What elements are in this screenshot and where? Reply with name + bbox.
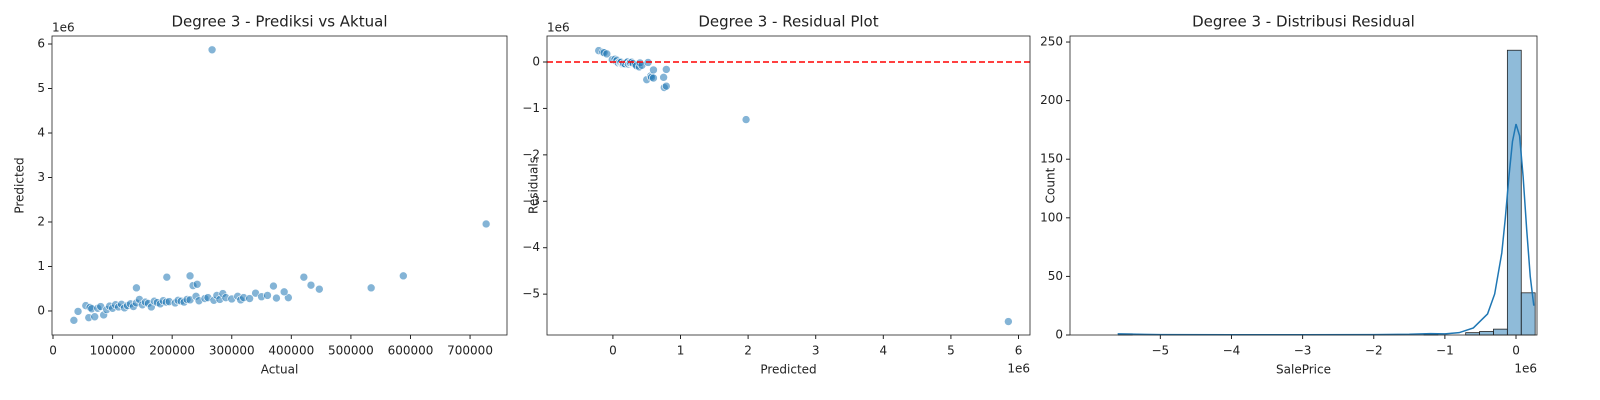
point: [306, 280, 316, 290]
point: [185, 271, 195, 281]
x-tick-label: 200000: [149, 344, 195, 358]
point: [269, 281, 278, 291]
point: [279, 287, 289, 297]
point: [263, 291, 272, 300]
x-tick-label: 500000: [328, 344, 374, 358]
bar: [1479, 331, 1494, 336]
point: [315, 284, 324, 294]
point: [132, 283, 141, 293]
y-tick-label: 0: [37, 303, 45, 317]
y-tick-label: −2: [522, 147, 540, 161]
x-tick-label: 700000: [447, 344, 493, 358]
point: [90, 312, 100, 322]
x-tick-label: 2: [744, 344, 752, 358]
point: [69, 316, 79, 325]
x-tick-label: −2: [1365, 344, 1383, 358]
y-tick-label: 200: [1040, 93, 1063, 107]
bar: [1493, 328, 1508, 336]
x-offset-label: 1e6: [1514, 362, 1537, 376]
x-tick-label: 0: [1512, 344, 1520, 358]
x-offset-label: 1e6: [1007, 362, 1030, 376]
point: [284, 293, 293, 302]
bar: [1506, 49, 1522, 336]
x-tick-label: 4: [879, 344, 887, 358]
y-tick-label: 0: [532, 55, 540, 69]
point: [299, 272, 309, 282]
y-tick-label: 250: [1040, 35, 1063, 49]
point: [649, 65, 658, 75]
point: [245, 294, 254, 303]
point: [73, 307, 83, 316]
x-axis-label: Actual: [261, 363, 299, 377]
point: [659, 73, 668, 82]
x-tick-label: 3: [812, 344, 820, 358]
axes-frame: [51, 35, 508, 336]
y-tick-label: 3: [37, 170, 45, 184]
chart-title: Degree 3 - Distribusi Residual: [1192, 13, 1415, 31]
y-tick-label: −5: [522, 287, 540, 301]
kde-line: [1117, 123, 1535, 336]
x-tick-label: 600000: [388, 344, 434, 358]
y-axis-label: Count: [1044, 167, 1058, 203]
y-tick-label: 1: [37, 259, 45, 273]
y-tick-label: 150: [1040, 152, 1063, 166]
y-offset-label: 1e6: [547, 21, 570, 35]
point: [366, 283, 376, 293]
x-tick-label: 100000: [90, 344, 136, 358]
point: [162, 272, 172, 282]
point: [662, 81, 671, 91]
y-tick-label: 6: [37, 37, 45, 51]
axes-frame: [546, 35, 1031, 336]
y-tick-label: 0: [1055, 328, 1063, 342]
y-tick-label: 2: [37, 214, 45, 228]
x-axis-label: SalePrice: [1276, 363, 1331, 377]
x-tick-label: −3: [1294, 344, 1312, 358]
y-tick-label: −4: [522, 240, 540, 254]
axes-frame: [1069, 35, 1538, 336]
y-tick-label: −1: [522, 101, 540, 115]
x-tick-label: 1: [677, 344, 685, 358]
y-tick-label: 100: [1040, 210, 1063, 224]
point: [649, 73, 658, 83]
y-tick-label: 4: [37, 125, 45, 139]
x-tick-label: 400000: [268, 344, 314, 358]
x-axis-label: Predicted: [760, 363, 816, 377]
chart-title: Degree 3 - Residual Plot: [698, 13, 878, 31]
point: [662, 65, 671, 74]
x-tick-label: 6: [1015, 344, 1023, 358]
y-tick-label: −3: [522, 194, 540, 208]
x-tick-label: −5: [1151, 344, 1169, 358]
point: [1004, 317, 1013, 326]
point: [207, 45, 217, 55]
y-offset-label: 1e6: [52, 21, 75, 35]
point: [741, 115, 751, 124]
point: [192, 279, 202, 289]
x-tick-label: 300000: [209, 344, 255, 358]
x-tick-label: −1: [1436, 344, 1454, 358]
y-tick-label: 5: [37, 81, 45, 95]
y-tick-label: 50: [1048, 269, 1063, 283]
x-tick-label: −4: [1223, 344, 1241, 358]
point: [481, 219, 491, 229]
y-axis-label: Predicted: [13, 157, 27, 213]
point: [399, 271, 408, 281]
x-tick-label: 5: [947, 344, 955, 358]
point: [272, 293, 281, 303]
x-tick-label: 0: [609, 344, 617, 358]
chart-title: Degree 3 - Prediksi vs Aktual: [172, 13, 388, 31]
point: [602, 49, 612, 59]
x-tick-label: 0: [49, 344, 57, 358]
y-axis-label: Residuals: [527, 157, 541, 214]
